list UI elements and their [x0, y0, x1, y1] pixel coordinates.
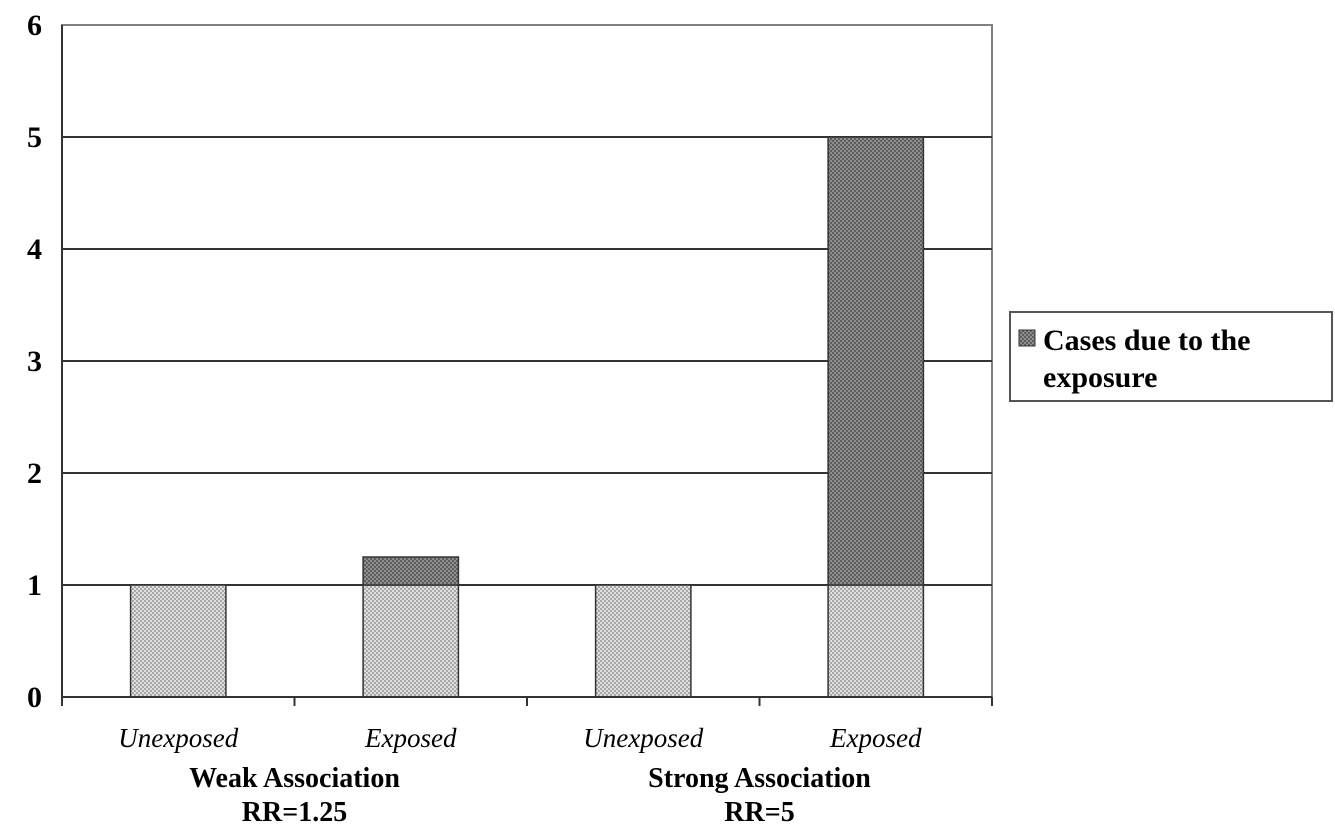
y-tick-label-5: 5 [27, 121, 42, 154]
x-ticks [61, 697, 993, 706]
category-label-0: Unexposed [118, 723, 238, 753]
legend-box [1009, 311, 1333, 402]
legend-label-line-1: Cases due to the [1043, 324, 1251, 357]
y-tick-label-2: 2 [27, 457, 42, 490]
bar-1-series-1 [362, 556, 460, 586]
category-labels: Unexposed Exposed Unexposed Exposed [118, 723, 922, 753]
bar-2-series-0 [594, 584, 692, 698]
legend: Cases due to the exposure [1009, 311, 1333, 402]
y-tick-label-3: 3 [27, 345, 42, 378]
bar-1-series-0 [362, 584, 460, 698]
y-tick-labels: 0 1 2 3 4 5 6 [27, 9, 42, 714]
bar-0-series-0 [129, 584, 227, 698]
group-subtitle-1: RR=5 [724, 797, 794, 828]
group-title-0: Weak Association [189, 763, 400, 794]
group-title-1: Strong Association [648, 763, 871, 794]
legend-label-line-2: exposure [1043, 361, 1157, 394]
y-tick-label-4: 4 [27, 233, 42, 266]
bars [129, 136, 925, 698]
y-tick-label-1: 1 [27, 569, 42, 602]
bar-3-series-1 [827, 136, 925, 586]
y-tick-label-0: 0 [27, 681, 42, 714]
category-label-1: Exposed [364, 723, 457, 753]
group-subtitle-0: RR=1.25 [242, 797, 347, 828]
y-tick-label-6: 6 [27, 9, 42, 42]
category-label-2: Unexposed [583, 723, 703, 753]
legend-swatch-exposure [1018, 329, 1036, 347]
bar-3-series-0 [827, 584, 925, 698]
category-label-3: Exposed [829, 723, 922, 753]
